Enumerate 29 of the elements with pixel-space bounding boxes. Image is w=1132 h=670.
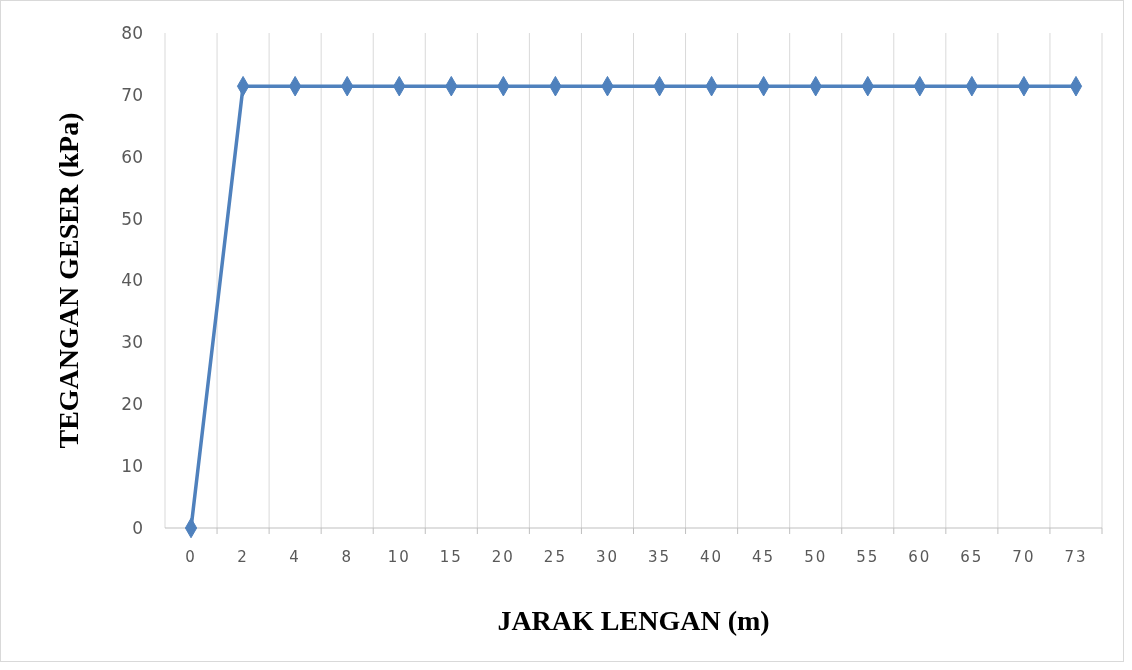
x-tick-label: 4 xyxy=(289,548,301,566)
x-tick-label: 55 xyxy=(856,548,880,566)
x-tick-label: 20 xyxy=(491,548,515,566)
x-tick-label: 10 xyxy=(387,548,411,566)
y-tick-label: 20 xyxy=(121,394,143,415)
x-tick-label: 40 xyxy=(700,548,724,566)
x-tick-label: 73 xyxy=(1064,548,1088,566)
x-tick-label: 35 xyxy=(647,548,672,566)
y-tick-label: 80 xyxy=(121,22,143,43)
x-tick-label: 70 xyxy=(1012,548,1036,566)
y-tick-label: 70 xyxy=(121,84,143,105)
x-tick-label: 65 xyxy=(960,548,984,566)
x-axis-title: JARAK LENGAN (m) xyxy=(497,605,770,636)
y-tick-label: 30 xyxy=(121,332,143,353)
x-tick-label: 50 xyxy=(804,548,828,566)
y-tick-label: 40 xyxy=(121,270,143,291)
y-tick-label: 10 xyxy=(121,456,143,477)
x-tick-label: 30 xyxy=(595,548,620,566)
x-tick-label: 25 xyxy=(543,548,567,566)
x-tick-label: 15 xyxy=(439,548,463,566)
y-tick-label: 60 xyxy=(121,146,143,167)
x-tick-label: 45 xyxy=(752,548,776,566)
x-tick-label: 60 xyxy=(908,548,932,566)
y-tick-label: 50 xyxy=(121,208,143,229)
x-tick-label: 2 xyxy=(237,548,249,566)
y-tick-label: 0 xyxy=(132,517,143,538)
y-axis-title: TEGANGAN GESER (kPa) xyxy=(53,112,84,449)
x-tick-label: 8 xyxy=(341,548,353,566)
x-tick-label: 0 xyxy=(185,548,197,566)
